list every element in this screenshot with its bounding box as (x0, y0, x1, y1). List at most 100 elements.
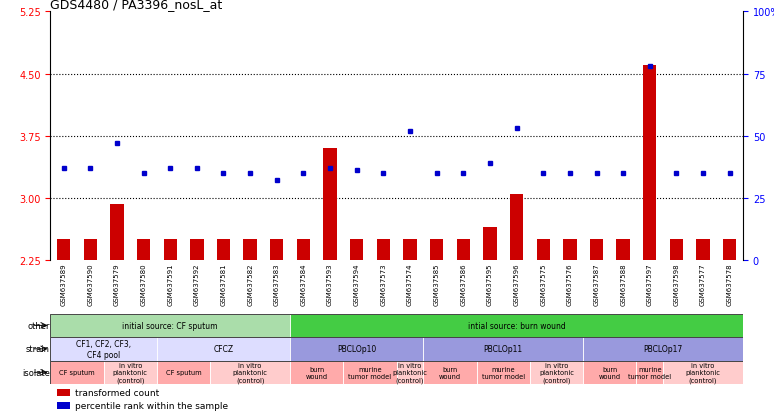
Bar (290, 314, 743, 337)
Text: GSM637598: GSM637598 (673, 263, 680, 305)
Text: GSM637576: GSM637576 (567, 263, 573, 305)
Text: murine
tumor model: murine tumor model (481, 366, 525, 379)
Text: in vitro
planktonic
(control): in vitro planktonic (control) (686, 362, 721, 382)
Text: burn
wound: burn wound (306, 366, 328, 379)
Bar (350, 240, 363, 260)
Text: GSM637578: GSM637578 (727, 263, 733, 305)
Bar (377, 240, 390, 260)
Bar (270, 240, 283, 260)
Bar (324, 149, 337, 260)
Bar (57, 389, 70, 396)
Text: GSM637594: GSM637594 (354, 263, 360, 305)
Text: other: other (27, 321, 50, 330)
Bar (110, 204, 124, 260)
Bar (616, 240, 630, 260)
Bar (217, 240, 230, 260)
Text: GSM637589: GSM637589 (60, 263, 67, 305)
Bar (84, 240, 97, 260)
Text: CF1, CF2, CF3,
CF4 pool: CF1, CF2, CF3, CF4 pool (76, 339, 131, 358)
Bar (157, 337, 290, 361)
Bar (157, 361, 211, 384)
Text: GSM637595: GSM637595 (487, 263, 493, 305)
Bar (50, 361, 743, 384)
Text: GSM637596: GSM637596 (514, 263, 519, 305)
Bar (50, 361, 104, 384)
Bar (510, 194, 523, 260)
Bar (477, 361, 530, 384)
Bar (397, 361, 423, 384)
Bar (50, 337, 743, 361)
Text: PBCLOp11: PBCLOp11 (484, 344, 522, 354)
Bar (211, 361, 290, 384)
Text: in vitro
planktonic
(control): in vitro planktonic (control) (392, 362, 427, 382)
Bar (583, 361, 636, 384)
Bar (290, 361, 344, 384)
Bar (530, 361, 583, 384)
Text: GSM637577: GSM637577 (700, 263, 706, 305)
Bar (723, 240, 736, 260)
Text: GSM637580: GSM637580 (141, 263, 146, 305)
Text: GSM637585: GSM637585 (433, 263, 440, 305)
Text: GSM637579: GSM637579 (114, 263, 120, 305)
Text: GSM637593: GSM637593 (327, 263, 333, 305)
Text: burn
wound: burn wound (599, 366, 621, 379)
Bar (583, 337, 743, 361)
Text: intial source: burn wound: intial source: burn wound (467, 321, 566, 330)
Bar (296, 240, 310, 260)
Text: GSM637597: GSM637597 (647, 263, 652, 305)
Text: percentile rank within the sample: percentile rank within the sample (74, 401, 228, 410)
Bar (50, 314, 290, 337)
Bar (590, 240, 603, 260)
Bar (423, 361, 477, 384)
Bar (430, 240, 444, 260)
Text: GSM637583: GSM637583 (274, 263, 279, 305)
Text: in vitro
planktonic
(control): in vitro planktonic (control) (113, 362, 148, 382)
Bar (344, 361, 397, 384)
Text: GSM637591: GSM637591 (167, 263, 173, 305)
Bar (104, 361, 157, 384)
Bar (403, 240, 416, 260)
Bar (663, 361, 743, 384)
Text: GSM637584: GSM637584 (300, 263, 307, 305)
Bar (57, 402, 70, 409)
Text: GSM637573: GSM637573 (380, 263, 386, 305)
Text: CFCZ: CFCZ (214, 344, 234, 354)
Bar (423, 337, 583, 361)
Text: GSM637586: GSM637586 (461, 263, 466, 305)
Text: CF sputum: CF sputum (59, 369, 94, 375)
Bar (643, 66, 656, 260)
Text: in vitro
planktonic
(control): in vitro planktonic (control) (539, 362, 574, 382)
Text: PBCLOp10: PBCLOp10 (337, 344, 376, 354)
Bar (483, 227, 497, 260)
Bar (50, 337, 157, 361)
Text: initial source: CF sputum: initial source: CF sputum (122, 321, 218, 330)
Bar (163, 240, 177, 260)
Text: GSM637582: GSM637582 (247, 263, 253, 305)
Text: GSM637587: GSM637587 (594, 263, 600, 305)
Bar (57, 240, 70, 260)
Text: GDS4480 / PA3396_nosL_at: GDS4480 / PA3396_nosL_at (50, 0, 223, 11)
Text: burn
wound: burn wound (439, 366, 461, 379)
Text: in vitro
planktonic
(control): in vitro planktonic (control) (233, 362, 268, 382)
Bar (190, 240, 204, 260)
Bar (244, 240, 257, 260)
Text: murine
tumor model: murine tumor model (348, 366, 392, 379)
Bar (697, 240, 710, 260)
Text: murine
tumor model: murine tumor model (628, 366, 671, 379)
Bar (536, 240, 550, 260)
Text: GSM637592: GSM637592 (194, 263, 200, 305)
Bar (563, 240, 577, 260)
Text: PBCLOp17: PBCLOp17 (643, 344, 683, 354)
Bar (137, 240, 150, 260)
Text: GSM637581: GSM637581 (221, 263, 227, 305)
Text: GSM637574: GSM637574 (407, 263, 413, 305)
Bar (290, 337, 423, 361)
Text: isolate: isolate (22, 368, 50, 377)
Text: CF sputum: CF sputum (166, 369, 201, 375)
Bar (457, 240, 470, 260)
Text: GSM637590: GSM637590 (87, 263, 94, 305)
Bar (50, 314, 743, 337)
Bar (670, 240, 683, 260)
Bar (636, 361, 663, 384)
Text: transformed count: transformed count (74, 388, 159, 397)
